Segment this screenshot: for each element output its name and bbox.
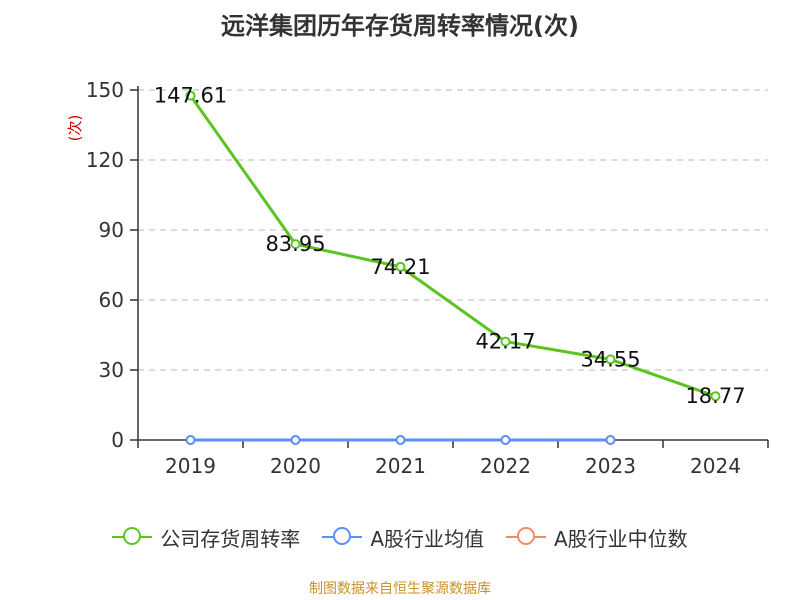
legend-item-industry-median[interactable]: A股行业中位数 [506, 523, 688, 552]
y-axis-label: (次) [66, 115, 84, 142]
data-label: 83.95 [265, 232, 325, 256]
x-tick-label: 2019 [165, 454, 216, 478]
data-point [395, 261, 406, 272]
grid-lines [138, 89, 768, 371]
data-source-note: 制图数据来自恒生聚源数据库 [309, 581, 491, 597]
y-tick-label: 150 [86, 78, 124, 102]
data-point [500, 435, 511, 445]
data-point [710, 391, 721, 402]
series-line [189, 94, 716, 398]
data-point [605, 435, 616, 445]
data-point [395, 435, 406, 445]
data-point [290, 435, 301, 445]
series [185, 90, 721, 445]
legend-label-company: 公司存货周转率 [160, 526, 301, 551]
x-tick-label: 2022 [480, 454, 531, 478]
x-tick-label: 2023 [585, 454, 636, 478]
data-label: 74.21 [370, 255, 430, 279]
data-point [290, 239, 301, 250]
data-label: 34.55 [580, 347, 640, 371]
legend-item-company[interactable]: 公司存货周转率 [112, 523, 300, 552]
legend-marker-industry-median [506, 527, 546, 547]
y-tick-label: 60 [99, 288, 124, 312]
data-point [605, 354, 616, 365]
x-tick-label: 2024 [690, 454, 741, 478]
data-labels: 147.61 83.95 74.21 42.17 34.55 18.77 [154, 84, 746, 409]
data-point [500, 336, 511, 347]
legend-label-industry-mean: A股行业均值 [370, 526, 484, 551]
y-tick-label: 120 [86, 148, 124, 172]
data-label: 18.77 [685, 384, 745, 408]
chart-title: 远洋集团历年存货周转率情况(次) [221, 12, 579, 40]
x-tick-label: 2020 [270, 454, 321, 478]
data-label: 147.61 [154, 84, 227, 108]
legend-marker-industry-mean [322, 527, 363, 547]
legend-item-industry-mean[interactable]: A股行业均值 [322, 523, 484, 552]
legend-label-industry-median: A股行业中位数 [554, 526, 688, 551]
legend: 公司存货周转率 A股行业均值 A股行业中位数 [0, 520, 800, 554]
y-tick-label: 0 [111, 428, 124, 452]
x-tick-label: 2021 [375, 454, 426, 478]
y-ticks: 0 30 60 90 120 150 [86, 78, 138, 452]
legend-marker-company [112, 527, 153, 547]
data-point [185, 90, 196, 101]
data-label: 42.17 [475, 330, 535, 354]
y-tick-label: 30 [99, 358, 124, 382]
data-point [185, 435, 196, 445]
y-tick-label: 90 [99, 218, 124, 242]
x-ticks: 2019 2020 2021 2022 2023 2024 [137, 440, 769, 478]
